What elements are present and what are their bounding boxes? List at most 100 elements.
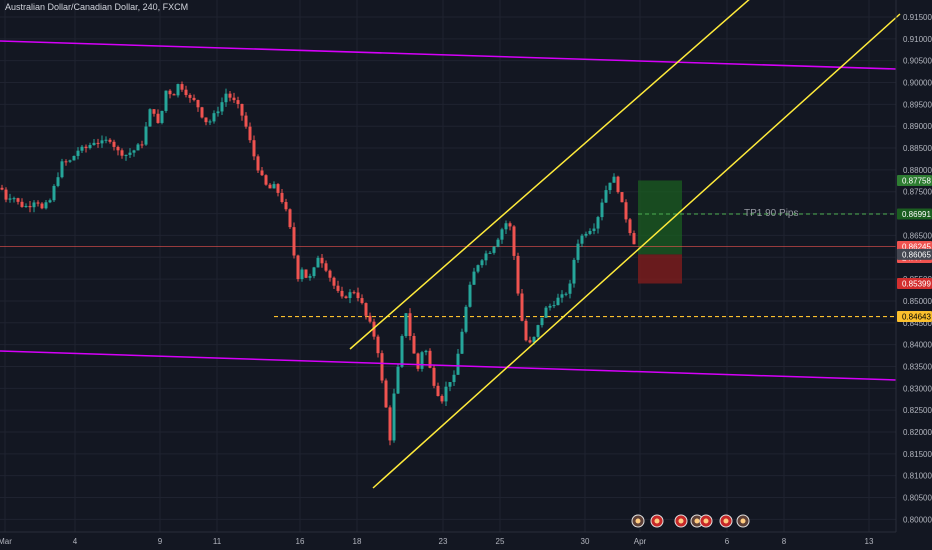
- candle[interactable]: [52, 184, 56, 203]
- candle[interactable]: [512, 225, 516, 261]
- candle[interactable]: [460, 328, 464, 355]
- candle[interactable]: [48, 198, 52, 204]
- candle[interactable]: [376, 334, 380, 358]
- candle[interactable]: [504, 220, 508, 234]
- candle[interactable]: [292, 222, 296, 259]
- candle[interactable]: [192, 94, 196, 102]
- candle[interactable]: [592, 223, 596, 235]
- candle[interactable]: [596, 215, 600, 234]
- candle[interactable]: [116, 145, 120, 156]
- candle[interactable]: [360, 294, 364, 305]
- candle[interactable]: [96, 138, 100, 148]
- candle[interactable]: [472, 267, 476, 285]
- candle[interactable]: [68, 159, 72, 163]
- candle[interactable]: [372, 318, 376, 340]
- candle[interactable]: [620, 192, 624, 203]
- candle[interactable]: [172, 93, 176, 96]
- candle[interactable]: [132, 149, 136, 157]
- candle[interactable]: [456, 348, 460, 375]
- candle[interactable]: [180, 81, 184, 92]
- candle[interactable]: [236, 96, 240, 109]
- candle[interactable]: [268, 183, 272, 189]
- candle[interactable]: [444, 381, 448, 406]
- candle[interactable]: [516, 252, 520, 296]
- candle[interactable]: [536, 324, 540, 339]
- candle[interactable]: [108, 138, 112, 144]
- candle[interactable]: [432, 365, 436, 389]
- candle[interactable]: [540, 317, 544, 328]
- candle[interactable]: [188, 93, 192, 103]
- lower-range-line[interactable]: [0, 350, 897, 381]
- candle[interactable]: [524, 318, 528, 342]
- candle[interactable]: [352, 290, 356, 295]
- candle[interactable]: [380, 350, 384, 384]
- candle[interactable]: [240, 103, 244, 121]
- candle[interactable]: [36, 200, 40, 207]
- candle[interactable]: [40, 202, 44, 210]
- candle[interactable]: [164, 90, 168, 113]
- candle[interactable]: [312, 266, 316, 279]
- candle[interactable]: [232, 92, 236, 103]
- candle[interactable]: [424, 349, 428, 356]
- candle[interactable]: [12, 196, 16, 203]
- candle[interactable]: [176, 83, 180, 98]
- candle[interactable]: [248, 122, 252, 143]
- candle[interactable]: [448, 382, 452, 392]
- candle[interactable]: [304, 269, 308, 279]
- candle[interactable]: [296, 254, 300, 282]
- candle[interactable]: [104, 136, 108, 144]
- candle[interactable]: [300, 267, 304, 282]
- candle[interactable]: [344, 295, 348, 299]
- candle[interactable]: [348, 289, 352, 304]
- candle[interactable]: [628, 218, 632, 236]
- candle[interactable]: [588, 228, 592, 236]
- candle[interactable]: [436, 382, 440, 397]
- candle[interactable]: [484, 250, 488, 266]
- candle[interactable]: [520, 288, 524, 322]
- candle[interactable]: [220, 97, 224, 116]
- candle[interactable]: [440, 394, 444, 404]
- channel-upper-line[interactable]: [349, 0, 760, 350]
- candle[interactable]: [328, 269, 332, 282]
- candle[interactable]: [252, 135, 256, 161]
- candle[interactable]: [0, 184, 4, 191]
- candle[interactable]: [388, 405, 392, 446]
- candle[interactable]: [272, 181, 276, 189]
- candle[interactable]: [580, 233, 584, 248]
- candle[interactable]: [140, 140, 144, 149]
- candles-layer[interactable]: [0, 81, 636, 446]
- candle[interactable]: [492, 245, 496, 255]
- candle[interactable]: [396, 364, 400, 394]
- economic-event-icon[interactable]: [699, 514, 713, 528]
- candle[interactable]: [32, 200, 36, 213]
- candle[interactable]: [256, 154, 260, 173]
- candle[interactable]: [336, 280, 340, 293]
- channel-lower-line[interactable]: [372, 13, 901, 489]
- economic-event-icon[interactable]: [719, 514, 733, 528]
- upper-range-line[interactable]: [0, 40, 897, 70]
- candle[interactable]: [224, 88, 228, 107]
- economic-event-icon[interactable]: [631, 514, 645, 528]
- candle[interactable]: [184, 85, 188, 98]
- candle[interactable]: [392, 388, 396, 443]
- candle[interactable]: [128, 148, 132, 158]
- candle[interactable]: [528, 336, 532, 344]
- candle[interactable]: [208, 119, 212, 125]
- candle[interactable]: [216, 106, 220, 117]
- candle[interactable]: [600, 198, 604, 221]
- candle[interactable]: [556, 293, 560, 306]
- candle[interactable]: [564, 292, 568, 297]
- candle[interactable]: [488, 251, 492, 254]
- candle[interactable]: [604, 185, 608, 204]
- candle[interactable]: [468, 281, 472, 308]
- candle[interactable]: [320, 254, 324, 268]
- candle[interactable]: [412, 333, 416, 354]
- candle[interactable]: [144, 121, 148, 146]
- candle[interactable]: [400, 334, 404, 369]
- candle[interactable]: [72, 155, 76, 161]
- candle[interactable]: [340, 286, 344, 299]
- candle[interactable]: [28, 201, 32, 213]
- candle[interactable]: [496, 237, 500, 248]
- candle[interactable]: [56, 172, 60, 188]
- candle[interactable]: [624, 199, 628, 223]
